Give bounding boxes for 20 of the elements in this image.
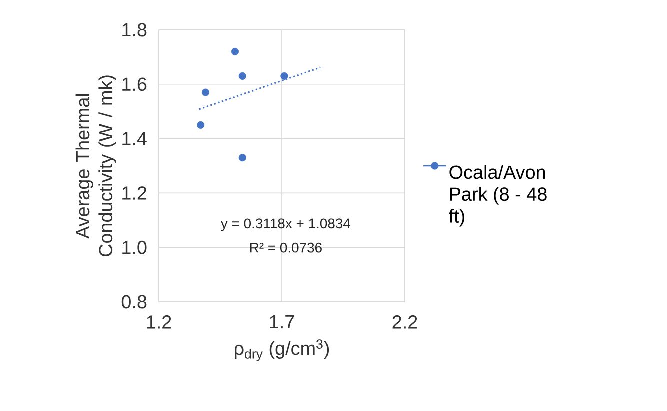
x-axis-title: ρ$_{dry}$ (g/cm$^{3}$): [235, 340, 330, 362]
point: [280, 72, 288, 80]
y-tick-label: 0.8: [122, 295, 147, 309]
x-tick-label: 1.2: [147, 316, 172, 329]
y-tick-label: 1.6: [122, 78, 147, 92]
legend-label: Ocala/Avon Park (8 - 48 ft): [449, 165, 547, 227]
annotation: R² = 0.0736: [250, 242, 322, 253]
y-axis-title: Average Thermal Conductivity (W / mk): [76, 76, 116, 257]
y-tick-label: 1.2: [122, 186, 147, 200]
point: [238, 154, 246, 162]
point: [197, 121, 205, 129]
y-tick-label: 1.4: [122, 132, 147, 146]
x-tick-label: 2.2: [392, 316, 418, 329]
y-tick-label: 1.0: [122, 240, 147, 254]
annotation: y = 0.3118x + 1.0834: [220, 218, 351, 232]
point: [231, 48, 240, 56]
x-tick-label: 1.7: [270, 316, 294, 329]
point: [238, 72, 246, 80]
y-tick-label: 1.8: [122, 23, 147, 37]
point: [202, 88, 210, 96]
